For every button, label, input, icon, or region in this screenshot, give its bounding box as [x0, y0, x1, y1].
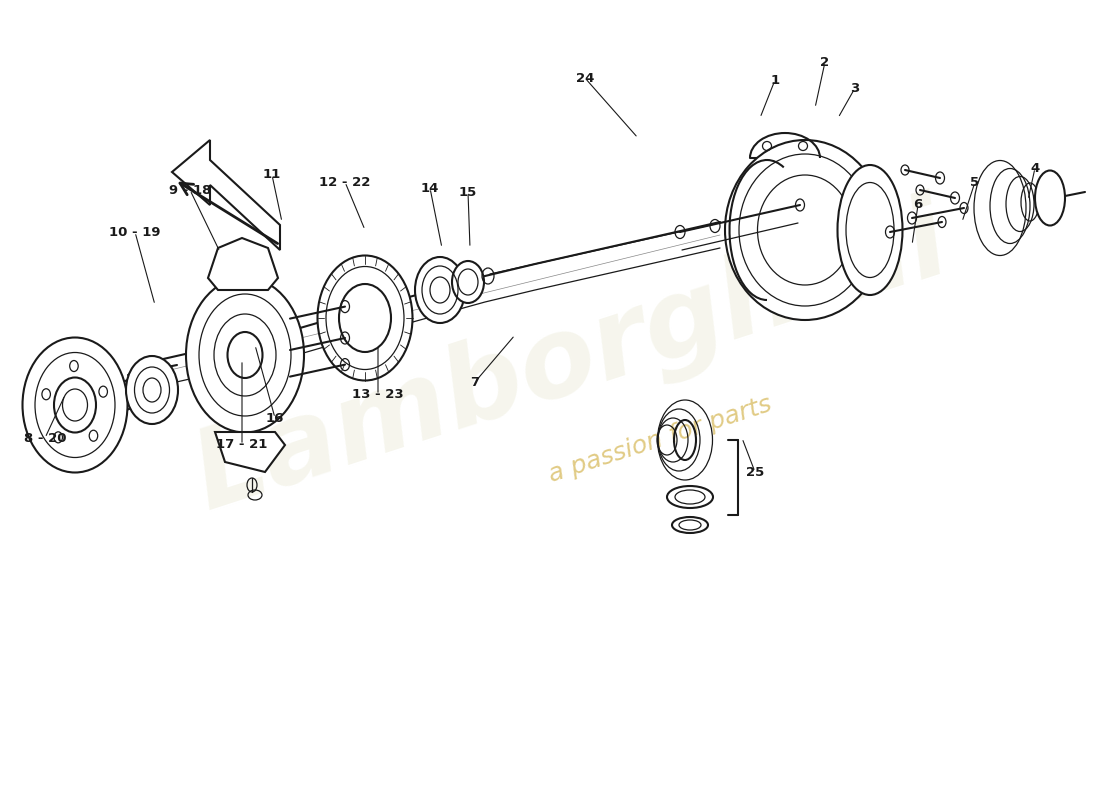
Text: 5: 5	[970, 175, 980, 189]
Text: 17 - 21: 17 - 21	[217, 438, 267, 451]
Ellipse shape	[452, 261, 484, 303]
Text: 12 - 22: 12 - 22	[319, 175, 371, 189]
Text: 25: 25	[746, 466, 764, 478]
Text: 7: 7	[471, 375, 480, 389]
Text: 24: 24	[575, 71, 594, 85]
Ellipse shape	[337, 292, 387, 358]
Text: Lamborghini: Lamborghini	[182, 187, 962, 533]
Text: 1: 1	[770, 74, 780, 86]
Text: 8 - 20: 8 - 20	[24, 431, 66, 445]
Polygon shape	[208, 238, 278, 290]
Ellipse shape	[672, 517, 708, 533]
Text: 15: 15	[459, 186, 477, 198]
Ellipse shape	[318, 255, 412, 381]
Ellipse shape	[54, 378, 96, 433]
Text: 6: 6	[913, 198, 923, 211]
Text: 3: 3	[850, 82, 859, 94]
Ellipse shape	[126, 356, 178, 424]
Text: 9 - 18: 9 - 18	[168, 183, 211, 197]
Text: 2: 2	[821, 55, 829, 69]
Text: 16: 16	[266, 411, 284, 425]
Text: a passion for parts: a passion for parts	[546, 393, 774, 487]
Ellipse shape	[415, 257, 465, 323]
Ellipse shape	[186, 278, 304, 433]
Text: 4: 4	[1031, 162, 1040, 174]
Ellipse shape	[837, 165, 902, 295]
Ellipse shape	[725, 140, 886, 320]
Text: 13 - 23: 13 - 23	[352, 389, 404, 402]
Text: 11: 11	[263, 169, 282, 182]
Ellipse shape	[1035, 170, 1065, 226]
Polygon shape	[214, 432, 285, 472]
Text: 14: 14	[421, 182, 439, 194]
Ellipse shape	[22, 338, 128, 473]
Ellipse shape	[667, 486, 713, 508]
Text: 10 - 19: 10 - 19	[109, 226, 161, 238]
